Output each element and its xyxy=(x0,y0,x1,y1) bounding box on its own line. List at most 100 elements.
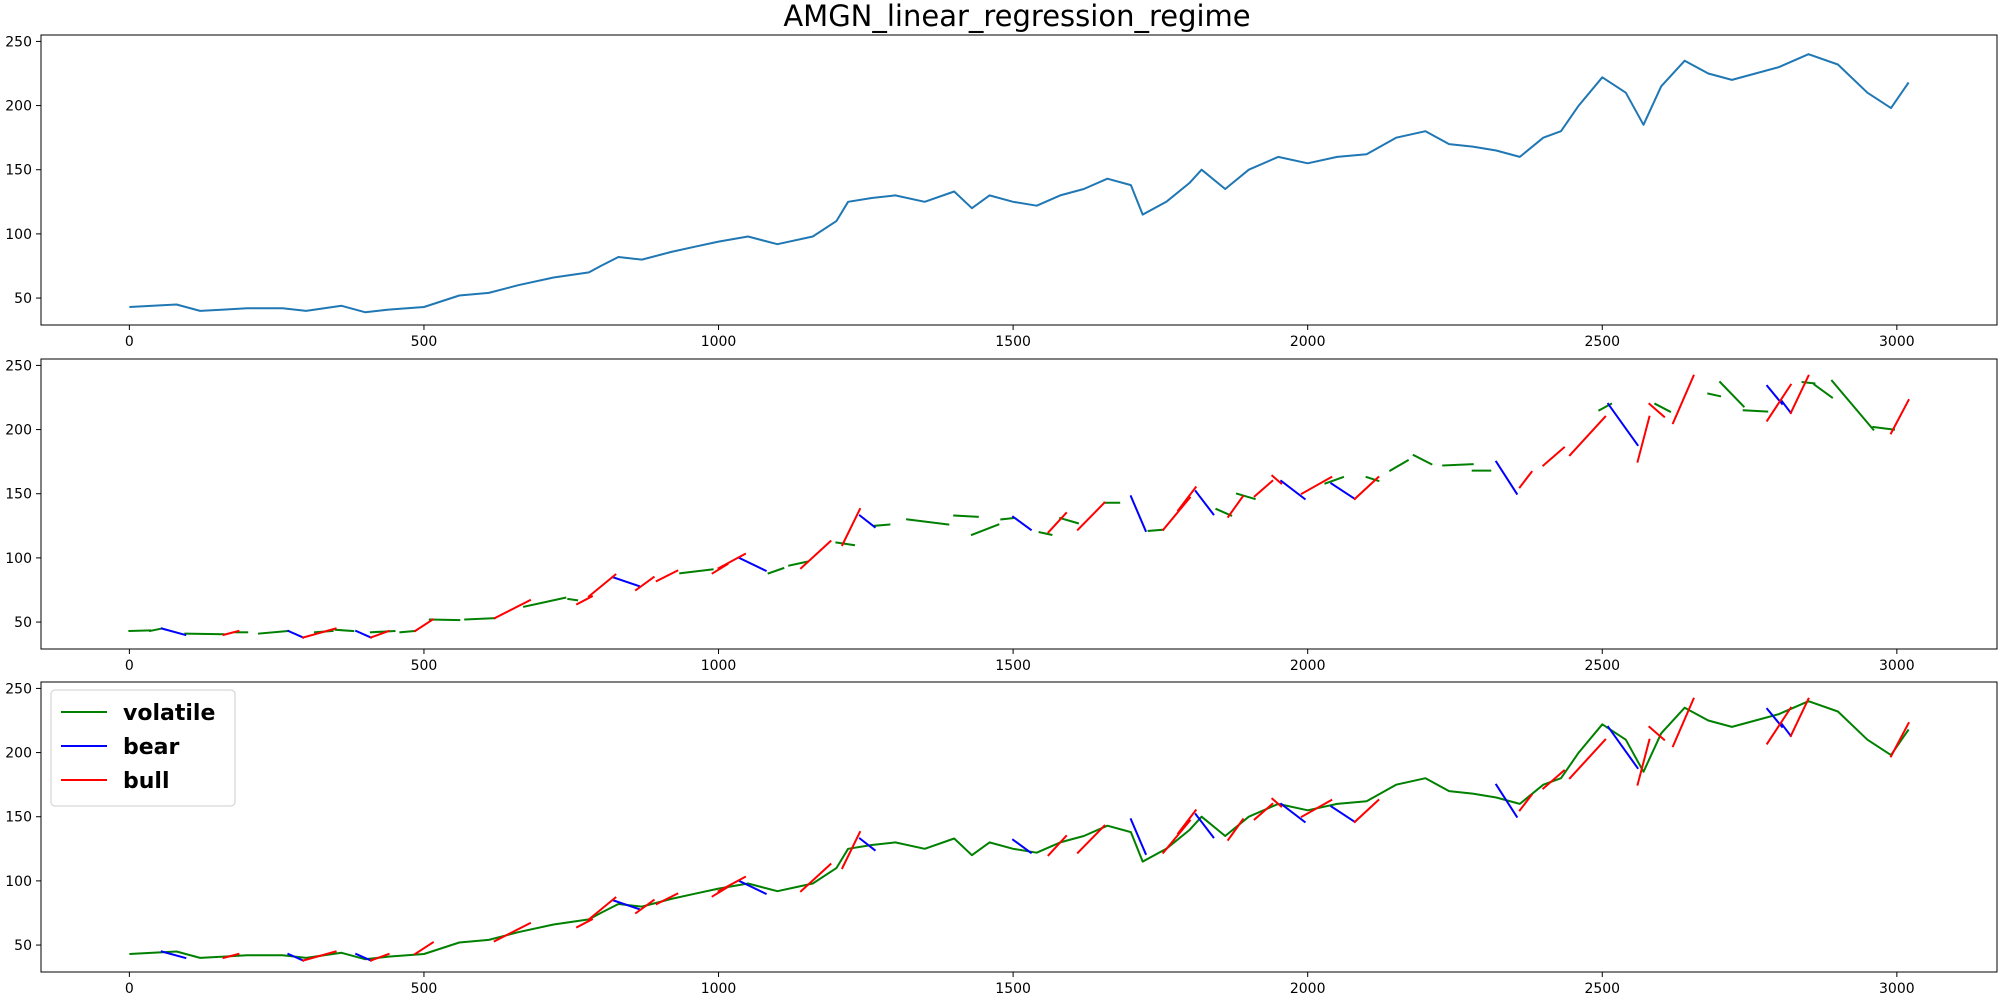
plot-area xyxy=(129,697,1910,962)
series-3-series-segment-18 xyxy=(1226,494,1245,519)
bull-series-segment-13 xyxy=(840,830,862,870)
axes-panel-2: 0 500 1000 1500 2000 2500 3000 50 100 150 200 250 xyxy=(5,358,1998,674)
series-3-series-segment-27 xyxy=(1647,402,1666,419)
series-1-series-segment-14 xyxy=(679,568,714,575)
series-3-series-segment-11 xyxy=(717,552,747,570)
bull-series-segment-26 xyxy=(1636,738,1651,786)
series-3-series-segment-30 xyxy=(1789,374,1810,415)
bull-series-segment-3 xyxy=(369,952,390,962)
series-2-series-segment-15 xyxy=(1780,399,1793,415)
series-1-series-segment-39 xyxy=(1742,409,1769,413)
series-1-series-segment-12 xyxy=(522,596,567,608)
bull-series-segment-30 xyxy=(1789,697,1810,738)
series-3-series-segment-28 xyxy=(1671,374,1695,425)
x-tick-label: 3000 xyxy=(1879,981,1915,997)
volatile-series-line xyxy=(129,700,1910,961)
y-tick-label: 100 xyxy=(5,874,32,890)
x-tick-label: 500 xyxy=(411,334,438,350)
bull-series-segment-6 xyxy=(575,918,594,929)
axes-panel-1: 0 500 1000 1500 2000 2500 3000 50 100 150 200 250 xyxy=(5,34,1998,350)
bull-series-segment-22 xyxy=(1353,798,1380,824)
y-tick-label: 200 xyxy=(5,99,32,115)
bear-series-segment-13 xyxy=(1606,725,1639,770)
legend: volatile bear bull xyxy=(50,689,236,807)
bull-series-segment-20 xyxy=(1270,797,1283,808)
y-tick-label: 150 xyxy=(5,810,32,826)
series-3-series-segment-7 xyxy=(587,573,617,598)
axes-frame xyxy=(40,681,1998,973)
bear-series-segment-4 xyxy=(611,898,641,911)
bull-series-segment-12 xyxy=(799,862,832,893)
series-1-series-segment-20 xyxy=(953,514,979,518)
series-1-series-segment-38 xyxy=(1718,380,1746,408)
bull-series-segment-1 xyxy=(222,952,240,960)
y-tick-label: 50 xyxy=(14,291,32,307)
series-3-series-segment-6 xyxy=(575,595,594,606)
x-tick-label: 2500 xyxy=(1584,334,1620,350)
series-1-series-segment-24 xyxy=(1058,516,1080,525)
x-tick-label: 1000 xyxy=(701,658,737,674)
bear-series-segment-11 xyxy=(1329,805,1357,824)
bear-series-segment-9 xyxy=(1194,812,1215,839)
series-3-series-segment-31 xyxy=(1889,398,1910,435)
x-tick-label: 2000 xyxy=(1290,658,1326,674)
bull-series-segment-4 xyxy=(413,941,435,956)
x-tick-label: 1500 xyxy=(995,334,1031,350)
series-2-series-segment-1 xyxy=(160,627,187,637)
series-3-series-segment-3 xyxy=(369,629,390,639)
y-tick-label: 250 xyxy=(5,358,32,374)
series-1-series-segment-37 xyxy=(1707,392,1722,398)
y-tick-label: 100 xyxy=(5,551,32,567)
y-tick-label: 200 xyxy=(5,423,32,439)
x-tick-label: 0 xyxy=(125,981,134,997)
series-2-series-segment-7 xyxy=(1011,515,1033,532)
y-tick-label: 150 xyxy=(5,487,32,503)
x-tick-label: 500 xyxy=(411,981,438,997)
series-1-series-segment-32 xyxy=(1412,453,1433,466)
axes-frame xyxy=(40,358,1998,650)
series-3-series-segment-22 xyxy=(1353,475,1380,501)
series-3-series-segment-4 xyxy=(413,618,435,633)
series-1-series-segment-18 xyxy=(873,523,891,527)
series-2-series-segment-12 xyxy=(1494,460,1519,496)
y-tick-label: 50 xyxy=(14,615,32,631)
chart-layer: 0 500 1000 1500 2000 2500 3000 50 100 150 200 2500 5… xyxy=(5,34,1998,997)
y-tick-label: 250 xyxy=(5,681,32,697)
bear-series-segment-15 xyxy=(1780,722,1793,738)
series-1-series-segment-23 xyxy=(1038,531,1053,536)
series-2-series-segment-8 xyxy=(1129,494,1148,533)
bear-series-segment-3 xyxy=(354,952,373,962)
x-tick-label: 500 xyxy=(411,658,438,674)
x-tick-label: 1000 xyxy=(701,334,737,350)
series-3-series-segment-5 xyxy=(493,598,532,620)
bull-series-segment-5 xyxy=(493,921,532,943)
series-2-series-segment-13 xyxy=(1606,402,1639,447)
series-1-series-line xyxy=(129,53,1910,314)
series-2-series-segment-10 xyxy=(1279,479,1307,501)
bear-series-segment-5 xyxy=(737,879,768,896)
x-tick-label: 1000 xyxy=(701,981,737,997)
bull-series-segment-19 xyxy=(1253,802,1274,821)
x-tick-label: 2500 xyxy=(1584,658,1620,674)
bull-series-segment-24 xyxy=(1541,769,1566,790)
axes-frame xyxy=(40,34,1998,326)
series-3-series-segment-26 xyxy=(1636,415,1651,463)
series-1-series-segment-29 xyxy=(1324,475,1345,485)
plot-area xyxy=(129,53,1910,314)
series-3-series-segment-16 xyxy=(1161,496,1192,532)
series-2-series-segment-5 xyxy=(737,556,768,573)
series-1-series-segment-5 xyxy=(257,629,290,635)
series-1-series-segment-31 xyxy=(1388,459,1410,472)
x-tick-label: 2500 xyxy=(1584,981,1620,997)
bull-series-segment-2 xyxy=(301,950,337,962)
series-1-series-segment-43 xyxy=(1872,425,1896,431)
bear-series-segment-1 xyxy=(160,950,187,960)
figure-title: AMGN_linear_regression_regime xyxy=(783,0,1250,33)
bear-series-segment-6 xyxy=(858,837,877,852)
bear-series-segment-12 xyxy=(1494,783,1519,819)
series-3-series-segment-12 xyxy=(799,539,832,570)
bull-series-segment-15 xyxy=(1076,824,1106,855)
series-1-series-segment-8 xyxy=(369,629,396,634)
series-2-series-segment-3 xyxy=(354,629,373,639)
series-3-series-segment-13 xyxy=(840,507,862,547)
